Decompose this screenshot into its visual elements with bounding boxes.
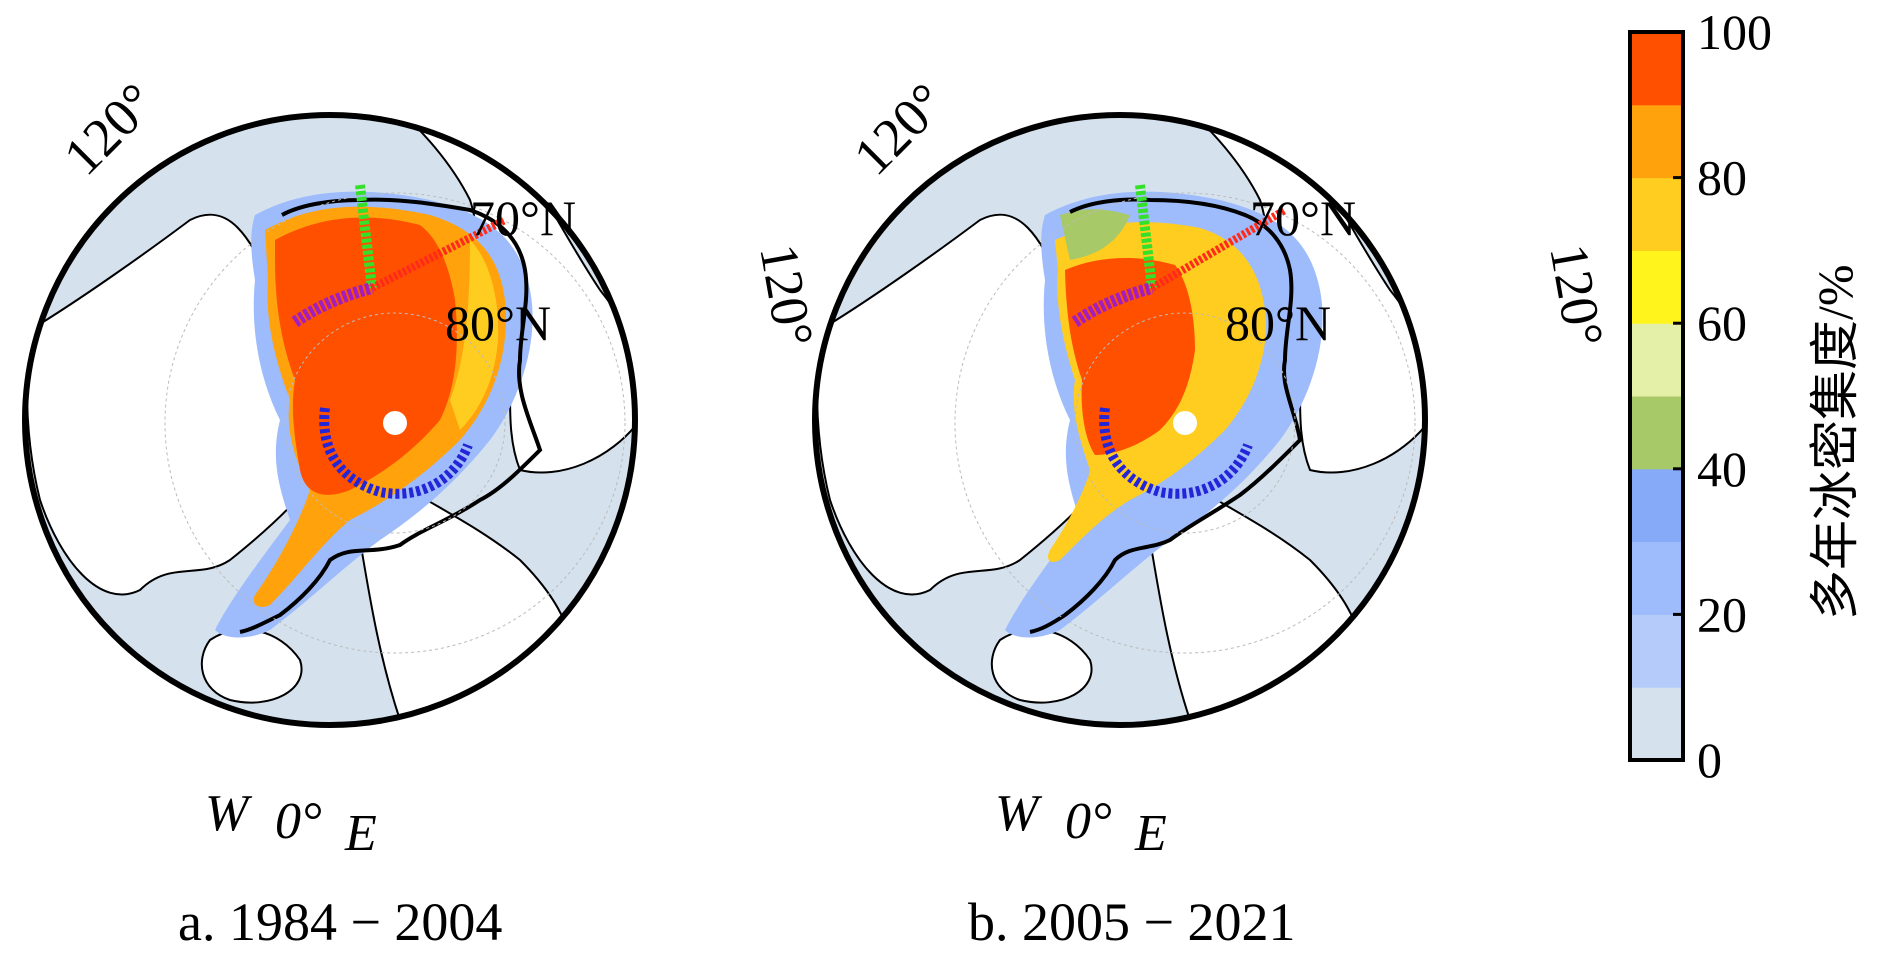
colorbar-segment (1630, 177, 1683, 251)
panel-a-bottom-w: W (205, 785, 253, 842)
panel-b-tracks (1071, 184, 1288, 499)
colorbar-tick-label: 100 (1697, 4, 1772, 60)
colorbar-segment (1630, 687, 1683, 761)
colorbar-tick-label: 20 (1697, 586, 1747, 642)
colorbar-tick-label: 40 (1697, 441, 1747, 497)
panel-a-bottom-e: E (344, 805, 377, 862)
panel-a-graticule-70 (164, 192, 626, 654)
panel-b-lon-label-right: 120° (1538, 240, 1615, 351)
colorbar-segment (1630, 323, 1683, 397)
panel-b-boundary (812, 112, 1428, 728)
colorbar: 0 20 40 60 80 100 多年冰密集度/% (1628, 4, 1863, 788)
panel-b-bottom-0: 0° (1065, 793, 1112, 850)
colorbar-segment (1630, 614, 1683, 688)
panel-a-lat-label-80: 80°N (445, 295, 551, 351)
panel-a: 120° 120° 70°N 80°N W 0° E a. 1984 − 200… (22, 72, 825, 952)
panel-a-track-purple (291, 282, 374, 327)
colorbar-tick-label: 0 (1697, 732, 1722, 788)
panel-b-bottom-e: E (1134, 805, 1167, 862)
panel-a-tracks (291, 184, 507, 499)
panel-b-lon-label-left: 120° (842, 72, 957, 187)
colorbar-segment (1630, 541, 1683, 615)
panel-a-caption: a. 1984 − 2004 (178, 892, 502, 952)
panel-b-lat-label-80: 80°N (1225, 295, 1331, 351)
colorbar-segment (1630, 104, 1683, 179)
panel-b-bottom-w: W (995, 785, 1043, 842)
panel-a-extent-line (239, 197, 543, 634)
panel-b-track-green (1135, 184, 1157, 289)
panel-a-lat-label-70: 70°N (470, 190, 576, 246)
colorbar-segment (1630, 468, 1683, 543)
colorbar-segment (1630, 250, 1683, 324)
panel-b-track-red (1149, 206, 1288, 292)
colorbar-tick-label: 80 (1697, 150, 1747, 206)
colorbar-tick-label: 60 (1697, 295, 1747, 351)
panel-b-pole-hole (1173, 411, 1197, 435)
panel-b-extent-line (1029, 197, 1303, 634)
panel-a-pole-hole (383, 411, 407, 435)
panel-a-map (25, 115, 635, 725)
colorbar-ticks: 0 20 40 60 80 100 (1673, 4, 1772, 788)
panel-a-track-green (355, 184, 377, 289)
panel-b-graticule-80 (1074, 312, 1296, 534)
colorbar-segment (1630, 396, 1683, 470)
panel-b-graticule-70 (954, 192, 1416, 654)
colorbar-frame (1628, 30, 1685, 762)
panel-a-graticule-80 (284, 312, 506, 534)
panel-a-lon-label-left: 120° (52, 72, 167, 187)
panel-b-track-purple (1071, 282, 1154, 327)
panel-a-boundary (22, 112, 638, 728)
panel-a-bottom-0: 0° (275, 793, 322, 850)
colorbar-segments (1630, 32, 1683, 761)
panel-b-lat-label-70: 70°N (1250, 190, 1356, 246)
panel-a-lon-label-right: 120° (748, 240, 825, 351)
colorbar-label: 多年冰密集度/% (1807, 264, 1863, 620)
panel-b: 120° 120° 70°N 80°N W 0° E b. 2005 − 202… (812, 72, 1615, 952)
panel-b-ice-green (1060, 209, 1130, 260)
panel-b-caption: b. 2005 − 2021 (968, 892, 1295, 952)
colorbar-segment (1630, 32, 1683, 106)
panel-a-ice-yellow (450, 240, 499, 430)
